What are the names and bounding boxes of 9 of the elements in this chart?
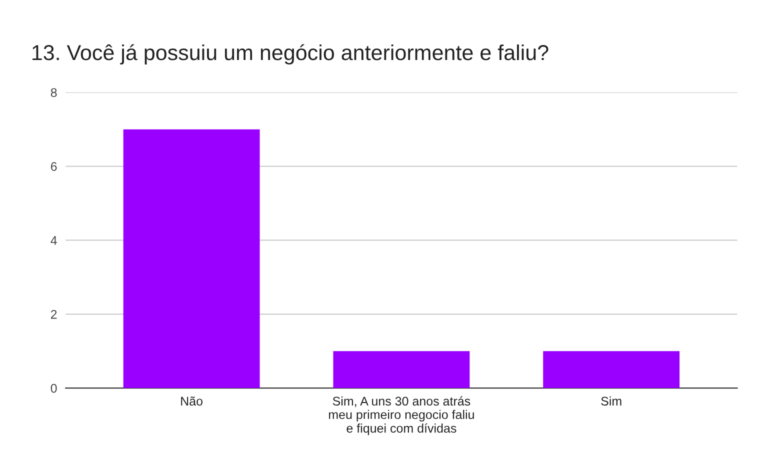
y-tick-label: 4 — [50, 236, 57, 245]
y-tick-label: 8 — [50, 88, 57, 98]
chart-title: 13. Você já possuiu um negócio anteriormente e faliu? — [32, 44, 548, 65]
x-tick-label: Não — [181, 396, 202, 406]
y-tick-label: 0 — [50, 384, 57, 393]
x-tick-label: Sim, A uns 30 anos atrás meu primeiro negocio faliu e fiquei com dívidas — [328, 396, 474, 436]
y-tick-label: 2 — [50, 310, 57, 319]
y-tick-label: 6 — [50, 162, 57, 171]
x-tick-label: Sim — [601, 396, 622, 406]
